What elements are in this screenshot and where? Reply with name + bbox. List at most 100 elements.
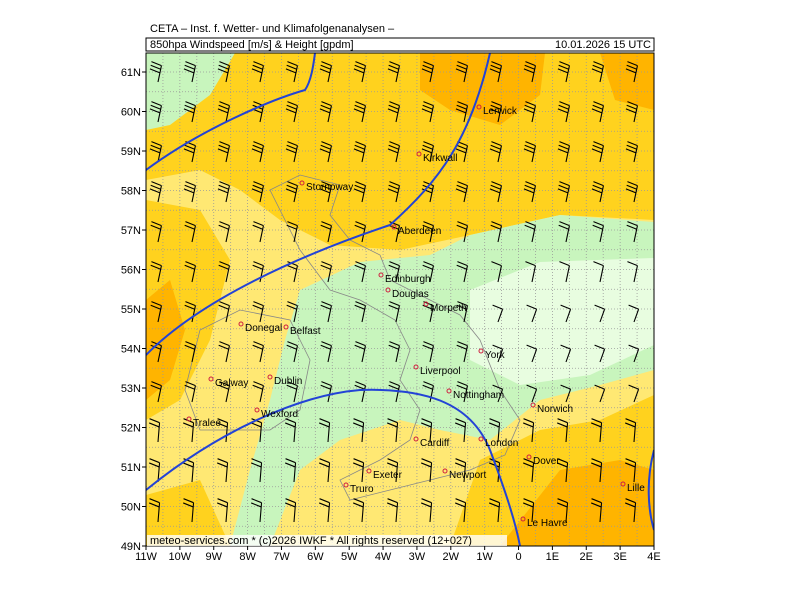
lon-label: 7W	[273, 551, 290, 563]
wind-barb	[625, 101, 638, 123]
wind-barb	[456, 341, 468, 363]
wind-barb	[150, 341, 162, 363]
wind-barb	[354, 301, 366, 323]
lon-label: 3W	[409, 551, 426, 563]
city-dot	[385, 287, 391, 293]
wind-barb	[557, 141, 570, 163]
wind-barb	[592, 221, 604, 243]
wind-barb	[388, 341, 400, 363]
city-label: Lerwick	[483, 106, 518, 117]
wind-barb	[353, 458, 365, 483]
lon-label: 1W	[476, 551, 493, 563]
city-label: Stornoway	[306, 182, 353, 193]
wind-barb	[149, 418, 161, 443]
wind-barb	[387, 498, 399, 523]
lon-label: 3E	[613, 551, 626, 563]
lon-label: 4E	[647, 551, 660, 563]
wind-barb	[184, 341, 196, 363]
wind-barb	[591, 458, 603, 483]
city-dot	[476, 104, 482, 110]
wind-barb	[150, 261, 162, 283]
city-label: Liverpool	[420, 366, 461, 377]
wind-barb	[492, 384, 504, 403]
wind-barb	[319, 141, 332, 163]
wind-barb	[251, 101, 264, 123]
city-label: York	[485, 350, 506, 361]
wind-barb	[217, 498, 229, 523]
map-field	[146, 53, 654, 546]
wind-barb	[557, 418, 569, 443]
city-label: Donegal	[245, 323, 282, 334]
wind-barb	[353, 418, 365, 443]
wind-barb	[526, 344, 538, 363]
wind-barb	[625, 141, 638, 163]
wind-barb	[456, 221, 468, 243]
city-label: Edinburgh	[385, 274, 431, 285]
wind-barb	[421, 141, 434, 163]
wind-barb	[353, 101, 366, 123]
wind-barb	[387, 141, 400, 163]
wind-barb	[625, 181, 638, 203]
city-label: Tralee	[193, 418, 221, 429]
lat-label: 51N	[121, 462, 141, 474]
city-dot	[366, 468, 372, 474]
wind-barb	[422, 261, 434, 283]
city-label: Norwich	[537, 404, 573, 415]
wind-barb	[217, 458, 229, 483]
wind-barb	[387, 418, 399, 443]
wind-barb	[149, 458, 161, 483]
wind-barb	[455, 101, 468, 123]
lat-label: 50N	[121, 502, 141, 514]
wind-barb	[149, 498, 161, 523]
lon-label: 2W	[443, 551, 460, 563]
wind-barb	[559, 261, 570, 283]
wind-barb	[184, 221, 196, 243]
lat-label: 55N	[121, 304, 141, 316]
wind-barb	[353, 141, 366, 163]
city-label: Exeter	[373, 470, 403, 481]
wind-barb	[150, 221, 162, 243]
city-label: Aberdeen	[398, 226, 441, 237]
city-label: Belfast	[290, 326, 321, 337]
wind-barb	[628, 344, 640, 363]
city-label: Morpeth	[430, 303, 467, 314]
city-dot	[343, 482, 349, 488]
city-dot	[478, 436, 484, 442]
wind-barb	[626, 221, 638, 243]
wind-barb	[149, 61, 162, 83]
wind-barb	[456, 301, 468, 323]
city-dot	[238, 321, 244, 327]
lon-label: 10W	[169, 551, 192, 563]
wind-barb	[421, 498, 433, 523]
wind-barb	[591, 101, 604, 123]
wind-barb	[183, 498, 195, 523]
wind-barb	[286, 301, 298, 323]
wind-barb	[319, 61, 332, 83]
lat-label: 61N	[121, 67, 141, 79]
wind-barb	[388, 381, 400, 403]
city-dot	[283, 324, 289, 330]
wind-barb	[218, 221, 230, 243]
city-dot	[299, 180, 305, 186]
wind-barb	[523, 61, 536, 83]
wind-barb	[455, 498, 467, 523]
wind-barb	[217, 61, 230, 83]
city-label: Dublin	[274, 376, 302, 387]
wind-barb	[217, 181, 230, 203]
city-dot	[391, 224, 397, 230]
wind-barb	[251, 181, 264, 203]
wind-barb	[217, 141, 230, 163]
wind-barb	[320, 221, 332, 243]
lat-label: 56N	[121, 265, 141, 277]
wind-barb	[421, 418, 433, 443]
wind-barb	[594, 304, 606, 323]
wind-barb	[285, 498, 297, 523]
wind-barb	[560, 384, 572, 403]
wind-barb	[594, 344, 606, 363]
wind-barb	[251, 498, 263, 523]
city-dot	[446, 388, 452, 394]
wind-barb	[625, 498, 637, 523]
city-dot	[530, 402, 536, 408]
wind-barb	[183, 181, 196, 203]
city-label: Lille	[627, 483, 645, 494]
